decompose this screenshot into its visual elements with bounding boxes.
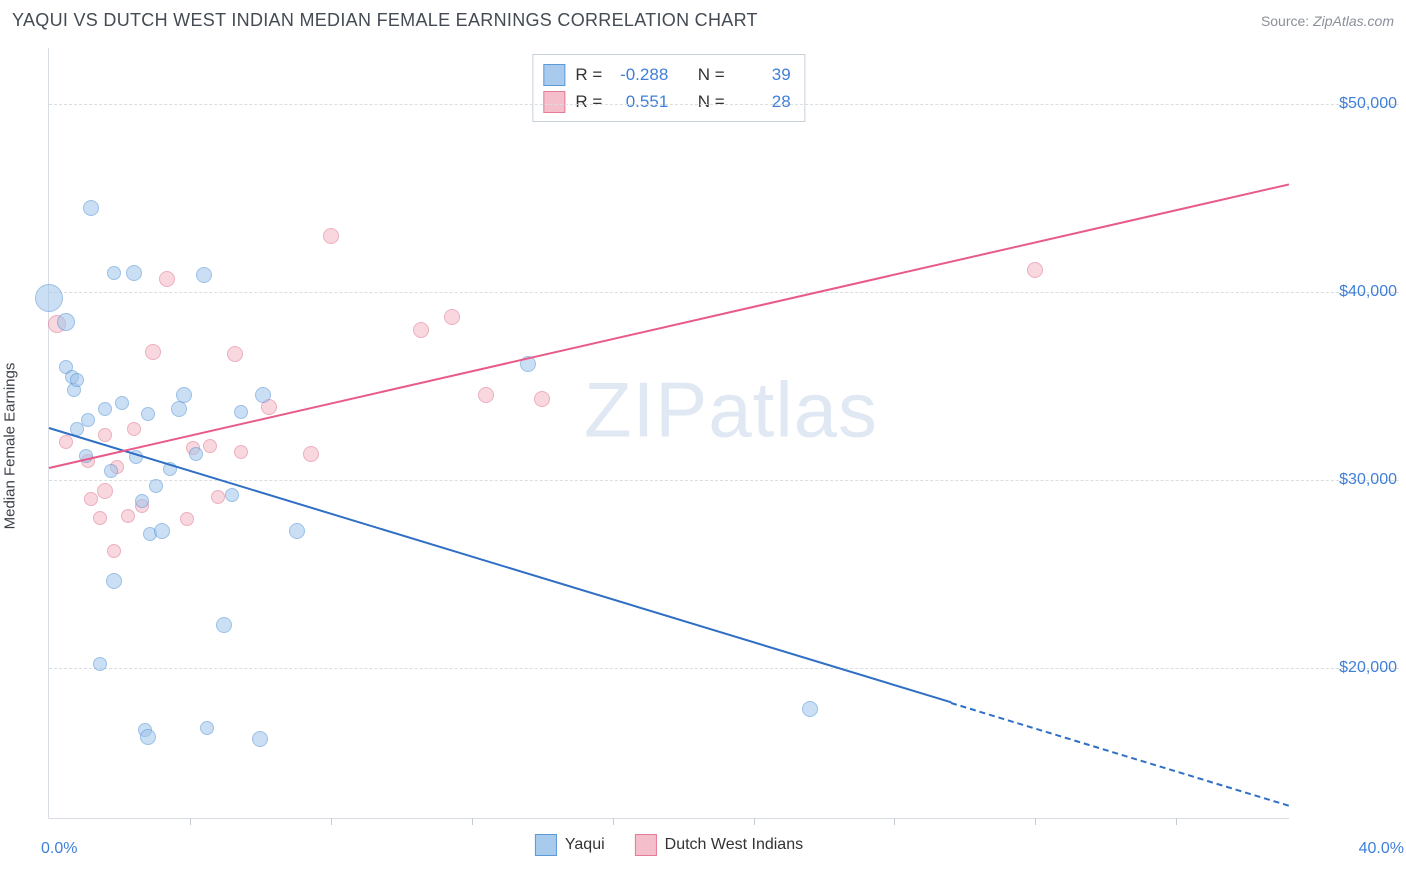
dwi-point [234,445,248,459]
x-tick [190,818,191,825]
x-tick [472,818,473,825]
x-tick [754,818,755,825]
yaqui-point [126,265,142,281]
yaqui-point [140,729,156,745]
watermark-zip: ZIP [584,365,708,453]
y-tick-label: $40,000 [1339,283,1397,301]
series-swatch-dwi [635,834,657,856]
yaqui-point [289,523,305,539]
yaqui-point [252,731,268,747]
dwi-point [303,446,319,462]
yaqui-trend-line-ext [951,702,1290,807]
yaqui-point [98,402,112,416]
dwi-n-value: 28 [733,88,791,115]
yaqui-point [106,573,122,589]
dwi-point [211,490,225,504]
yaqui-point [141,407,155,421]
dwi-point [93,511,107,525]
x-tick [894,818,895,825]
dwi-point [1027,262,1043,278]
dwi-point [97,483,113,499]
dwi-point [98,428,112,442]
series-label-dwi: Dutch West Indians [665,836,803,854]
yaqui-r-value: -0.288 [610,61,668,88]
yaqui-point [255,387,271,403]
series-swatch-yaqui [535,834,557,856]
yaqui-point [802,701,818,717]
dwi-point [59,435,73,449]
yaqui-point [115,396,129,410]
y-axis-label: Median Female Earnings [2,363,19,530]
yaqui-point [149,479,163,493]
dwi-point [413,322,429,338]
source-name: ZipAtlas.com [1313,13,1394,29]
correlation-legend: R =-0.288 N =39 R =0.551 N =28 [532,54,805,122]
y-tick-label: $30,000 [1339,471,1397,489]
dwi-point [180,512,194,526]
source-prefix: Source: [1261,13,1313,29]
chart-title: YAQUI VS DUTCH WEST INDIAN MEDIAN FEMALE… [12,10,758,31]
dwi-trend-line [49,183,1289,469]
yaqui-point [81,413,95,427]
x-tick [613,818,614,825]
yaqui-point [176,387,192,403]
yaqui-trend-line [49,427,951,703]
dwi-point [84,492,98,506]
x-axis-max-label: 40.0% [1359,840,1404,858]
grid-line [49,668,1399,669]
dwi-point [478,387,494,403]
dwi-point [534,391,550,407]
series-legend-yaqui: Yaqui [535,834,605,856]
dwi-r-value: 0.551 [610,88,668,115]
yaqui-point [35,284,63,312]
legend-row-yaqui: R =-0.288 N =39 [543,61,790,88]
series-legend: Yaqui Dutch West Indians [535,834,803,856]
yaqui-point [83,200,99,216]
dwi-point [323,228,339,244]
legend-row-dwi: R =0.551 N =28 [543,88,790,115]
yaqui-point [104,464,118,478]
source-attribution: Source: ZipAtlas.com [1261,13,1394,29]
series-label-yaqui: Yaqui [565,836,605,854]
yaqui-point [189,447,203,461]
series-legend-dwi: Dutch West Indians [635,834,803,856]
grid-line [49,104,1399,105]
dwi-point [127,422,141,436]
dwi-point [203,439,217,453]
grid-line [49,480,1399,481]
grid-line [49,292,1399,293]
plot-area: ZIPatlas R =-0.288 N =39 R =0.551 N =28 … [48,48,1289,819]
yaqui-n-value: 39 [733,61,791,88]
legend-swatch-dwi [543,91,565,113]
dwi-point [159,271,175,287]
title-bar: YAQUI VS DUTCH WEST INDIAN MEDIAN FEMALE… [12,10,1394,31]
dwi-point [227,346,243,362]
x-axis-min-label: 0.0% [41,840,77,858]
dwi-point [107,544,121,558]
watermark: ZIPatlas [584,364,878,455]
yaqui-point [216,617,232,633]
yaqui-point [107,266,121,280]
yaqui-point [135,494,149,508]
yaqui-point [57,313,75,331]
dwi-point [121,509,135,523]
yaqui-point [93,657,107,671]
y-tick-label: $20,000 [1339,659,1397,677]
watermark-atlas: atlas [708,365,878,453]
x-tick [1035,818,1036,825]
dwi-point [145,344,161,360]
yaqui-point [154,523,170,539]
yaqui-point [196,267,212,283]
yaqui-point [234,405,248,419]
yaqui-point [70,373,84,387]
x-tick [331,818,332,825]
dwi-point [444,309,460,325]
legend-swatch-yaqui [543,64,565,86]
x-tick [1176,818,1177,825]
y-tick-label: $50,000 [1339,95,1397,113]
yaqui-point [225,488,239,502]
yaqui-point [200,721,214,735]
